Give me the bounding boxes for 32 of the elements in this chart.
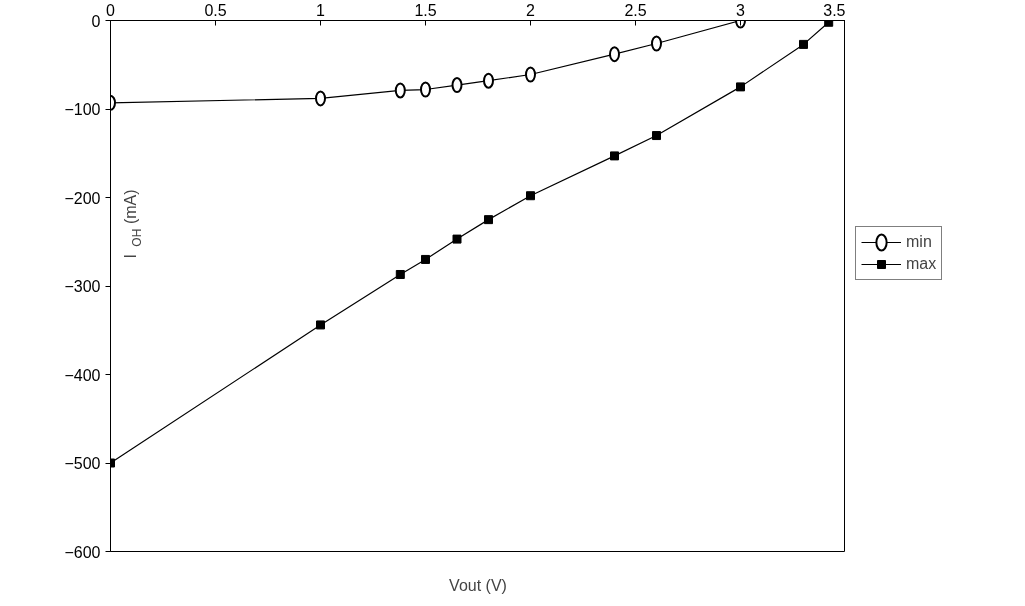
- point: [451, 77, 463, 94]
- x-tick-label: 0.5: [204, 1, 227, 19]
- y-axis-title: IOH (mA): [121, 189, 144, 259]
- x-tick-label: 1: [316, 1, 326, 19]
- point: [452, 234, 462, 244]
- point: [799, 39, 808, 49]
- point: [484, 215, 493, 225]
- y-tick-label: −100: [64, 101, 101, 118]
- point: [316, 320, 325, 330]
- y-tick-label: −300: [64, 278, 101, 295]
- legend-label: max: [906, 255, 937, 273]
- point: [736, 82, 745, 92]
- point: [610, 151, 619, 161]
- y-tick-label: −600: [64, 543, 101, 561]
- point: [652, 131, 661, 141]
- y-tick-label: −200: [64, 189, 101, 207]
- y-tick-label: −500: [64, 455, 101, 472]
- point: [824, 20, 834, 27]
- x-tick-label: 2: [526, 1, 536, 19]
- y-tick-label: −400: [64, 366, 101, 384]
- x-tick-label: 0: [106, 1, 116, 19]
- x-tick-label: 1.5: [414, 1, 437, 19]
- x-tick-label: 2.5: [624, 1, 647, 19]
- point: [421, 254, 430, 264]
- legend-label: min: [906, 233, 932, 251]
- x-tick-label: 3: [736, 1, 746, 19]
- point: [395, 269, 405, 279]
- x-tick-label: 3.5: [823, 1, 846, 19]
- point: [394, 82, 406, 99]
- point: [526, 191, 535, 201]
- y-tick-label: 0: [91, 12, 101, 30]
- x-axis-title: Vout (V): [449, 576, 507, 594]
